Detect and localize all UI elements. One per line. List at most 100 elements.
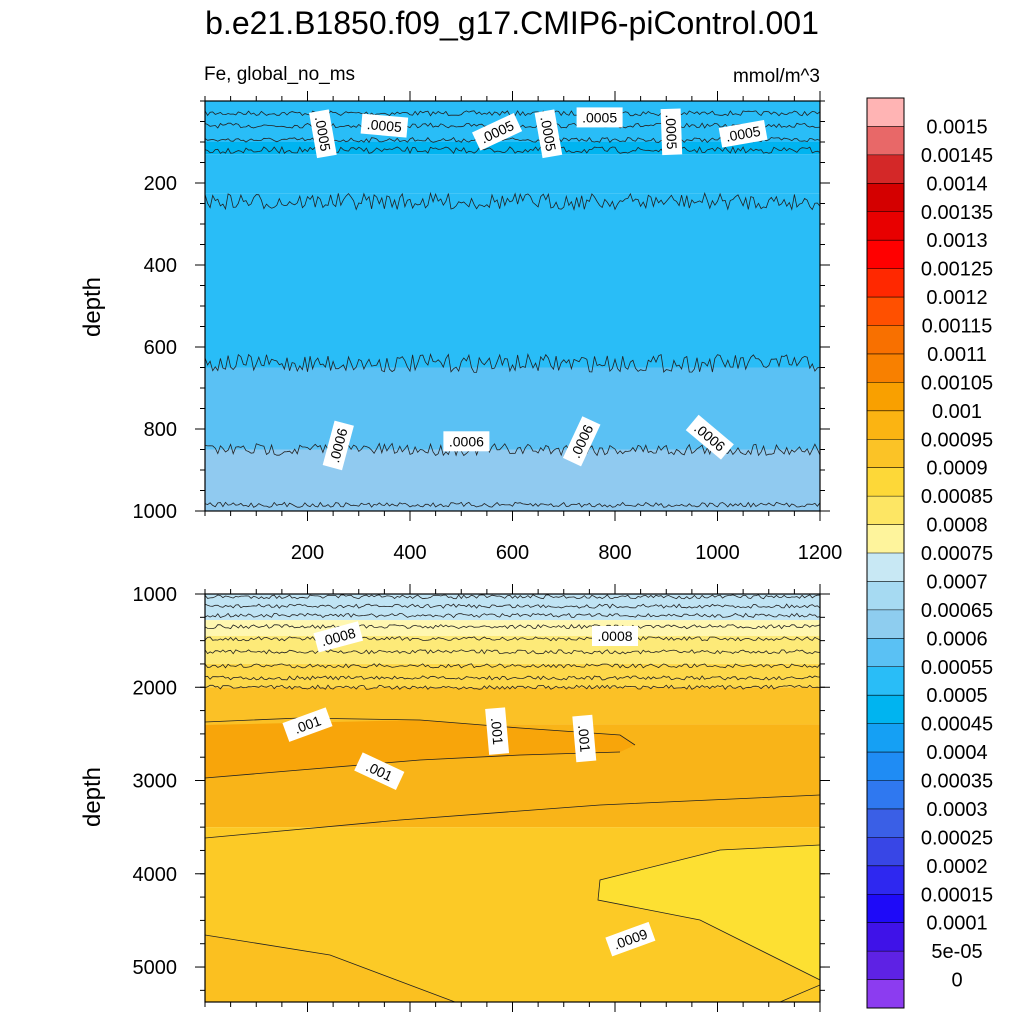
colorbar-box-3: [867, 183, 904, 213]
colorbar-label-28: 0.0001: [926, 913, 987, 935]
colorbar-label-4: 0.0013: [926, 230, 987, 252]
contour-label-1: .0008: [592, 626, 638, 646]
colorbar-label-25: 0.00025: [921, 827, 993, 849]
colorbar-label-8: 0.0011: [927, 344, 987, 366]
contour-line-5: [205, 353, 820, 373]
contour-curve-2: [205, 794, 820, 839]
colorbar-label-20: 0.0005: [926, 685, 987, 707]
colorbar-box-25: [867, 808, 904, 838]
svg-text:.0006: .0006: [449, 433, 484, 449]
contour-line-8: [205, 684, 820, 690]
lower-panel: .0008.0008.001.001.001.001.0009100020003…: [133, 584, 830, 1012]
y-tick-label-2: 600: [144, 337, 177, 359]
band-2: [205, 154, 820, 194]
contour-line-6: [205, 663, 820, 669]
colorbar-box-28: [867, 894, 904, 924]
band-3: [205, 663, 820, 688]
colorbar-label-19: 0.00055: [921, 657, 993, 679]
y-tick-label-1: 2000: [133, 677, 178, 699]
colorbar: 0.0015 0.00145 0.0014 0.00135 0.0013 0.00125 0…: [866, 97, 993, 1009]
colorbar-label-2: 0.0014: [926, 173, 987, 195]
colorbar-box-21: [867, 695, 904, 725]
y-tick-label-3: 800: [144, 419, 177, 441]
contour-label-8: .0006: [443, 431, 490, 452]
colorbar-label-16: 0.0007: [926, 571, 987, 593]
colorbar-box-29: [867, 922, 904, 952]
band-3: [205, 193, 820, 368]
colorbar-label-14: 0.0008: [926, 515, 987, 537]
contour-label-6: .0005: [718, 119, 768, 148]
x-tick-label-0: 200: [291, 542, 324, 564]
colorbar-box-9: [867, 353, 904, 383]
colorbar-label-5: 0.00125: [921, 259, 993, 281]
colorbar-box-5: [867, 240, 904, 270]
svg-text:.0008: .0008: [597, 628, 632, 644]
colorbar-label-30: 0: [951, 970, 962, 992]
contour-line-2: [205, 612, 820, 619]
band-4: [205, 367, 820, 450]
colorbar-box-6: [867, 268, 904, 298]
colorbar-label-27: 0.00015: [921, 884, 993, 906]
svg-text:.0005: .0005: [366, 116, 403, 135]
svg-text:.0005: .0005: [663, 114, 680, 150]
colorbar-box-15: [867, 524, 904, 554]
contour-line-3: [205, 624, 820, 630]
colorbar-label-24: 0.0003: [926, 799, 987, 821]
variable-label: Fe, global_no_ms: [204, 64, 355, 85]
colorbar-box-22: [867, 723, 904, 753]
colorbar-box-17: [867, 581, 904, 611]
x-tick-label-2: 600: [496, 542, 529, 564]
y-tick-label-2: 3000: [133, 771, 178, 793]
colorbar-box-1: [867, 126, 904, 156]
y-tick-label-4: 1000: [133, 501, 178, 523]
band-5: [205, 449, 820, 511]
colorbar-label-10: 0.001: [932, 401, 982, 423]
colorbar-box-27: [867, 865, 904, 895]
colorbar-label-15: 0.00075: [921, 543, 993, 565]
upper-y-axis-title: depth: [79, 277, 106, 337]
contour-label-4: .0005: [576, 107, 623, 128]
colorbar-box-0: [867, 98, 904, 127]
svg-text:.001: .001: [488, 717, 506, 746]
colorbar-label-17: 0.00065: [921, 600, 993, 622]
contour-line-4: [205, 636, 820, 642]
x-tick-label-5: 1200: [798, 542, 843, 564]
contour-curve-1: [205, 751, 621, 779]
contour-line-0: [205, 594, 820, 600]
colorbar-label-26: 0.0002: [926, 856, 987, 878]
y-tick-label-4: 5000: [133, 957, 178, 979]
colorbar-label-29: 5e-05: [931, 941, 982, 963]
y-tick-label-3: 4000: [133, 864, 178, 886]
colorbar-label-0: 0.0015: [926, 116, 987, 138]
colorbar-box-10: [867, 382, 904, 412]
y-tick-label-0: 1000: [133, 584, 178, 606]
colorbar-label-23: 0.00035: [921, 771, 993, 793]
units-label: mmol/m^3: [733, 66, 820, 87]
colorbar-box-14: [867, 496, 904, 525]
core-region: [205, 720, 635, 778]
colorbar-label-12: 0.0009: [926, 458, 987, 480]
contour-curve-0: [205, 717, 636, 746]
colorbar-box-11: [867, 410, 904, 440]
contour-line-7: [205, 675, 820, 681]
contour-line-2: [205, 136, 820, 144]
contour-line-1: [205, 603, 820, 609]
band-1: [205, 620, 820, 636]
colorbar-label-22: 0.0004: [926, 742, 987, 764]
colorbar-label-3: 0.00135: [921, 202, 993, 224]
colorbar-box-26: [867, 837, 904, 867]
svg-text:.001: .001: [575, 724, 593, 753]
svg-text:.0005: .0005: [724, 123, 761, 145]
colorbar-label-11: 0.00095: [921, 429, 993, 451]
deep-lobe-region: [598, 845, 820, 980]
colorbar-box-30: [867, 951, 904, 980]
colorbar-box-16: [867, 553, 904, 582]
contour-label-1: .0005: [360, 113, 409, 138]
colorbar-box-7: [867, 297, 904, 326]
colorbar-box-19: [867, 638, 904, 668]
colorbar-label-13: 0.00085: [921, 486, 993, 508]
svg-text:.0005: .0005: [312, 115, 334, 152]
chart-title: b.e21.B1850.f09_g17.CMIP6-piControl.001: [205, 5, 819, 41]
colorbar-label-1: 0.00145: [921, 145, 993, 167]
contour-curve-5: [779, 984, 820, 1002]
